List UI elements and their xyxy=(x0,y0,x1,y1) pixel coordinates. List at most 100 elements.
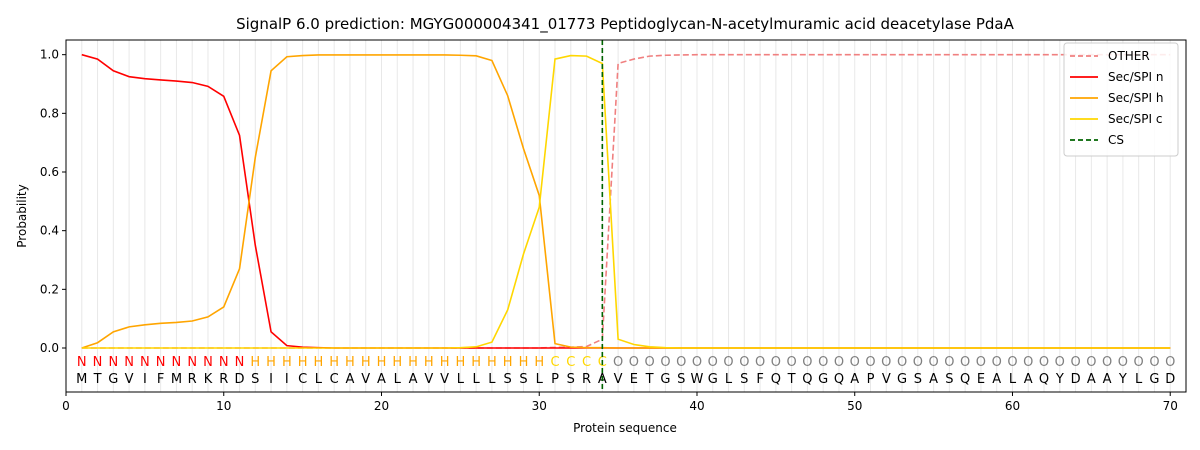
region-label: O xyxy=(976,355,986,370)
residue-letter: I xyxy=(269,372,273,387)
residue-letter: P xyxy=(551,372,559,387)
region-label: C xyxy=(550,355,559,370)
residue-letter: A xyxy=(377,372,386,387)
region-label: H xyxy=(377,355,387,370)
residue-letter: G xyxy=(708,372,718,387)
region-label: H xyxy=(455,355,465,370)
legend-entry: Sec/SPI c xyxy=(1108,112,1162,126)
residue-letter: S xyxy=(740,372,748,387)
residue-letter: V xyxy=(440,372,449,387)
region-label: N xyxy=(187,355,197,370)
legend-entry: Sec/SPI h xyxy=(1108,91,1163,105)
residue-letter: L xyxy=(488,372,496,387)
residue-letter: L xyxy=(536,372,544,387)
region-label: N xyxy=(219,355,229,370)
region-label: O xyxy=(1118,355,1128,370)
residue-letter: E xyxy=(630,372,638,387)
y-axis-label: Probability xyxy=(15,184,29,247)
region-label: O xyxy=(1023,355,1033,370)
region-label: C xyxy=(566,355,575,370)
residue-letter: L xyxy=(473,372,481,387)
region-label: N xyxy=(156,355,166,370)
x-axis: 0 10 20 30 40 50 60 70 xyxy=(62,392,1178,413)
residue-letter: S xyxy=(945,372,953,387)
residue-letter: L xyxy=(394,372,402,387)
residue-letter: A xyxy=(850,372,859,387)
residue-letter: G xyxy=(897,372,907,387)
residue-letter: E xyxy=(977,372,985,387)
region-label: O xyxy=(787,355,797,370)
region-label: O xyxy=(865,355,875,370)
region-label: O xyxy=(834,355,844,370)
residue-letter: Y xyxy=(1055,372,1064,387)
region-label: H xyxy=(440,355,450,370)
series-line-sec-spi-c xyxy=(81,54,1171,349)
region-label: N xyxy=(108,355,118,370)
residue-letter: V xyxy=(125,372,134,387)
residue-letter: G xyxy=(108,372,118,387)
residue-letter: S xyxy=(251,372,259,387)
region-label: O xyxy=(1039,355,1049,370)
residue-letter: A xyxy=(929,372,938,387)
residue-letter: S xyxy=(519,372,527,387)
region-label: O xyxy=(1007,355,1017,370)
x-tick-label: 40 xyxy=(689,399,704,413)
region-label: O xyxy=(629,355,639,370)
residue-letter: V xyxy=(361,372,370,387)
residue-letter: D xyxy=(235,372,245,387)
region-label: O xyxy=(992,355,1002,370)
residue-letter: L xyxy=(457,372,465,387)
region-label: N xyxy=(124,355,134,370)
x-tick-label: 0 xyxy=(62,399,70,413)
y-tick-label: 1.0 xyxy=(40,48,59,62)
x-tick-label: 10 xyxy=(216,399,231,413)
region-label: O xyxy=(676,355,686,370)
region-label: O xyxy=(881,355,891,370)
residue-letter: I xyxy=(285,372,289,387)
residue-letter: F xyxy=(157,372,164,387)
region-label: O xyxy=(692,355,702,370)
region-label: N xyxy=(172,355,182,370)
region-label: O xyxy=(960,355,970,370)
region-label: O xyxy=(802,355,812,370)
residue-letter: C xyxy=(330,372,339,387)
region-label: O xyxy=(739,355,749,370)
region-label: H xyxy=(503,355,513,370)
region-label: N xyxy=(93,355,103,370)
y-tick-label: 0.4 xyxy=(40,224,59,238)
region-label: H xyxy=(282,355,292,370)
region-label: N xyxy=(77,355,87,370)
region-label: O xyxy=(897,355,907,370)
region-label: O xyxy=(1070,355,1080,370)
plot-frame xyxy=(65,39,1187,393)
x-axis-label: Protein sequence xyxy=(573,421,677,435)
x-tick-label: 20 xyxy=(374,399,389,413)
region-label: O xyxy=(708,355,718,370)
residue-letter: Q xyxy=(960,372,970,387)
region-label: C xyxy=(582,355,591,370)
residue-letter: R xyxy=(188,372,197,387)
residue-letter: W xyxy=(691,372,704,387)
legend: OTHER Sec/SPI n Sec/SPI h Sec/SPI c CS xyxy=(1063,42,1179,157)
region-label: N xyxy=(203,355,213,370)
residue-letter: A xyxy=(1087,372,1096,387)
legend-entry: OTHER xyxy=(1108,49,1150,63)
residue-letter: T xyxy=(787,372,796,387)
region-label: H xyxy=(487,355,497,370)
residue-letter: Y xyxy=(1118,372,1127,387)
residue-letter: F xyxy=(756,372,763,387)
region-label: O xyxy=(723,355,733,370)
residue-letter: G xyxy=(818,372,828,387)
region-label: O xyxy=(1134,355,1144,370)
legend-box xyxy=(1063,42,1179,157)
region-label: O xyxy=(913,355,923,370)
region-label: N xyxy=(140,355,150,370)
region-label: O xyxy=(1055,355,1065,370)
residue-letter: C xyxy=(298,372,307,387)
region-label: O xyxy=(928,355,938,370)
region-label: O xyxy=(1102,355,1112,370)
region-label: H xyxy=(266,355,276,370)
residue-letter: D xyxy=(1071,372,1081,387)
residue-letter: S xyxy=(504,372,512,387)
